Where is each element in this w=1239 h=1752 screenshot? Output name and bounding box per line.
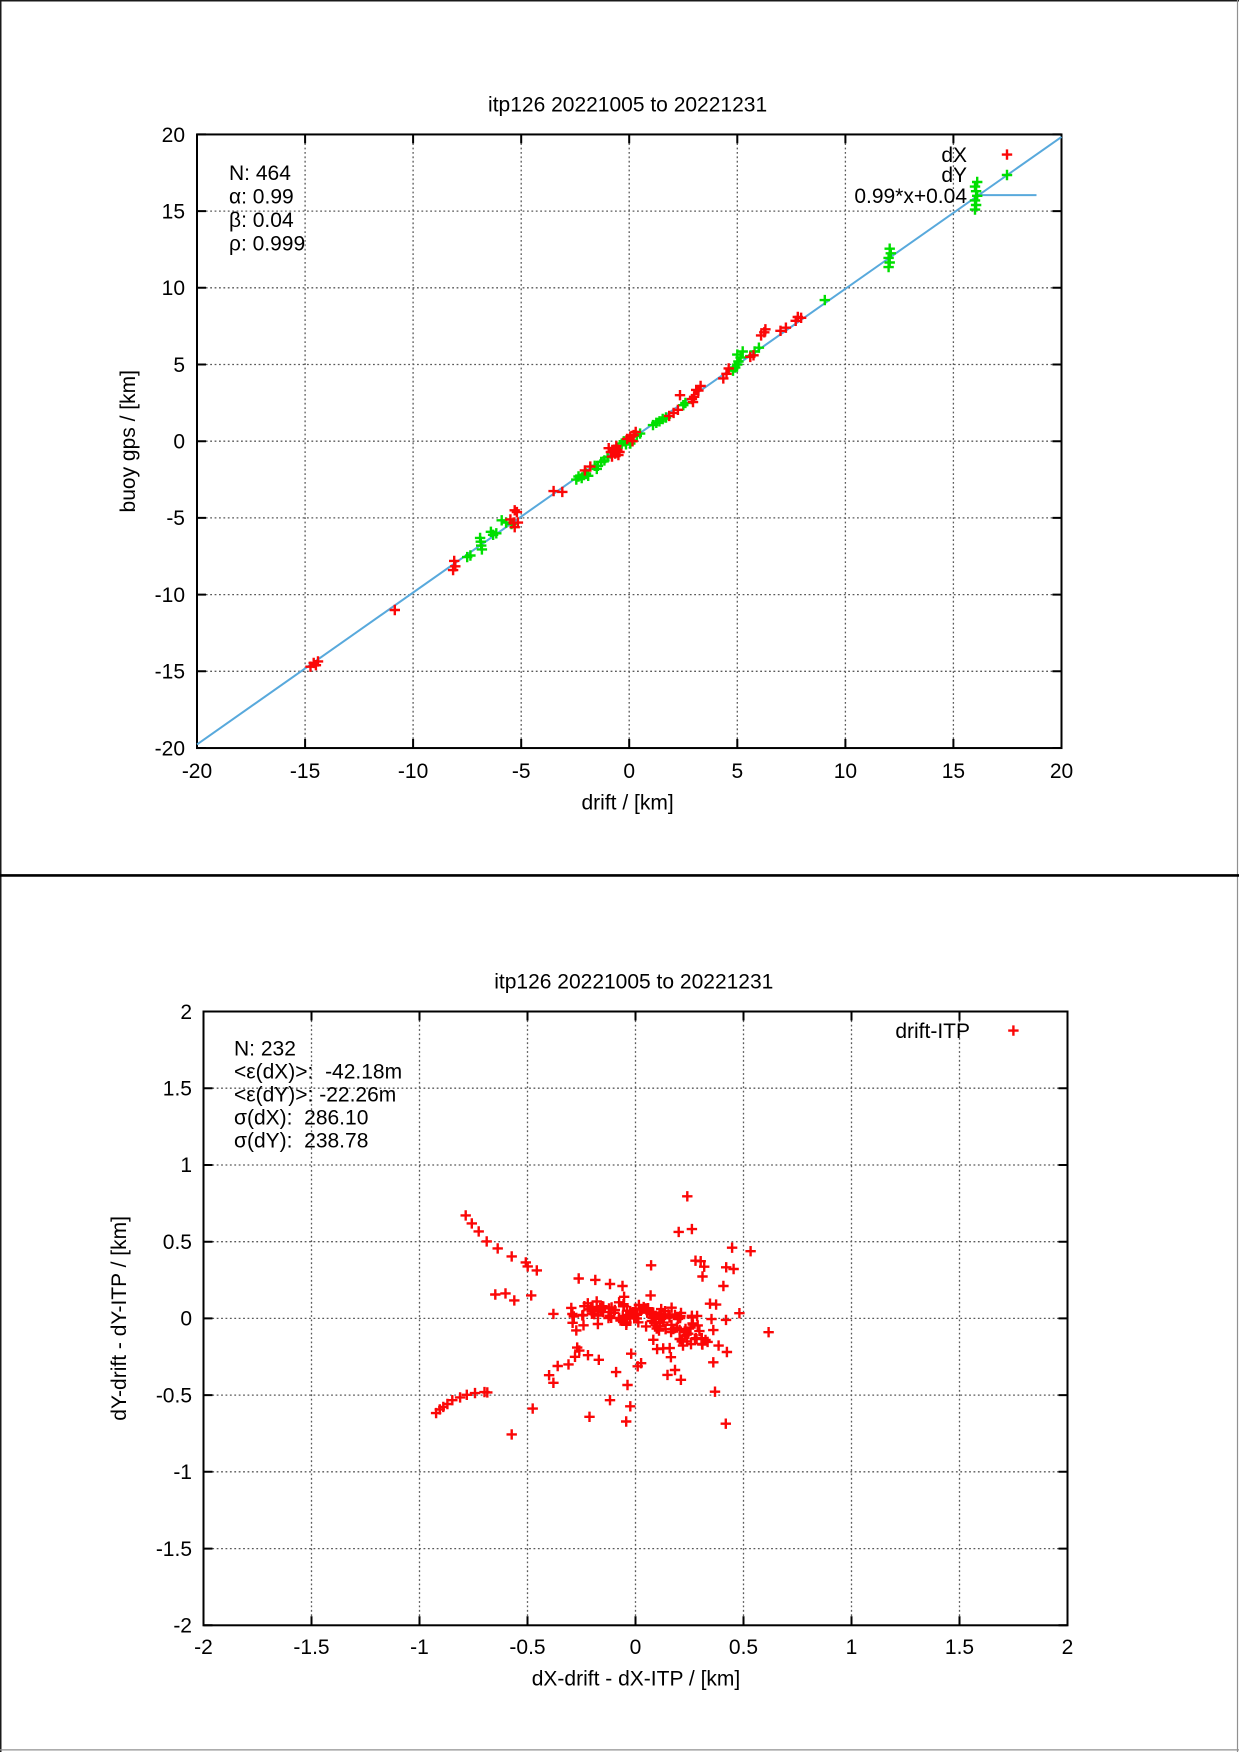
svg-text:20: 20 — [162, 124, 185, 147]
svg-text:2: 2 — [1062, 1636, 1074, 1659]
svg-text:-1: -1 — [173, 1461, 192, 1484]
svg-text:1: 1 — [846, 1636, 858, 1659]
svg-text:1.5: 1.5 — [945, 1636, 974, 1659]
svg-text:-5: -5 — [166, 507, 185, 530]
svg-text:-5: -5 — [512, 760, 531, 783]
svg-text:itp126 20221005 to 20221231: itp126 20221005 to 20221231 — [494, 971, 773, 994]
svg-text:0: 0 — [630, 1636, 642, 1659]
svg-text:dX-drift - dX-ITP / [km]: dX-drift - dX-ITP / [km] — [532, 1668, 740, 1691]
svg-text:-15: -15 — [155, 661, 185, 684]
svg-text:0.5: 0.5 — [729, 1636, 758, 1659]
svg-text:1.5: 1.5 — [163, 1078, 192, 1101]
svg-text:-10: -10 — [155, 584, 185, 607]
svg-text:20: 20 — [1050, 760, 1073, 783]
svg-text:5: 5 — [731, 760, 743, 783]
svg-text:10: 10 — [834, 760, 857, 783]
svg-text:drift / [km]: drift / [km] — [582, 791, 674, 814]
svg-text:α: 0.99: α: 0.99 — [229, 185, 294, 208]
svg-text:dX: dX — [941, 144, 967, 167]
svg-text:15: 15 — [162, 201, 185, 224]
svg-text:drift-ITP: drift-ITP — [895, 1020, 970, 1043]
svg-text:0: 0 — [173, 431, 185, 454]
svg-text:ρ: 0.999: ρ: 0.999 — [229, 232, 305, 255]
svg-text:-0.5: -0.5 — [509, 1636, 545, 1659]
svg-text:2: 2 — [180, 1001, 192, 1024]
svg-text:10: 10 — [162, 277, 185, 300]
svg-text:-15: -15 — [290, 760, 320, 783]
svg-text:itp126 20221005 to 20221231: itp126 20221005 to 20221231 — [488, 94, 767, 117]
svg-text:15: 15 — [942, 760, 965, 783]
svg-text:-2: -2 — [194, 1636, 213, 1659]
svg-text:<ε(dX)>: -42.18m: <ε(dX)>: -42.18m — [234, 1061, 402, 1084]
svg-text:5: 5 — [173, 354, 185, 377]
svg-text:0: 0 — [180, 1308, 192, 1331]
svg-text:-1.5: -1.5 — [293, 1636, 329, 1659]
svg-text:β: 0.04: β: 0.04 — [229, 209, 294, 232]
svg-text:<ε(dY)>: -22.26m: <ε(dY)>: -22.26m — [234, 1084, 396, 1107]
svg-text:N: 464: N: 464 — [229, 162, 291, 185]
svg-text:-10: -10 — [398, 760, 428, 783]
svg-text:0.99*x+0.04: 0.99*x+0.04 — [854, 185, 967, 208]
svg-text:σ(dY): 238.78: σ(dY): 238.78 — [234, 1130, 368, 1153]
svg-text:-1: -1 — [410, 1636, 429, 1659]
svg-text:-0.5: -0.5 — [156, 1384, 192, 1407]
svg-text:N: 232: N: 232 — [234, 1038, 296, 1061]
svg-text:buoy gps / [km]: buoy gps / [km] — [117, 370, 140, 512]
svg-text:0.5: 0.5 — [163, 1231, 192, 1254]
svg-text:-20: -20 — [182, 760, 212, 783]
svg-text:-2: -2 — [173, 1615, 192, 1638]
svg-text:dY-drift - dY-ITP / [km]: dY-drift - dY-ITP / [km] — [108, 1216, 131, 1421]
svg-text:-20: -20 — [155, 737, 185, 760]
svg-text:-1.5: -1.5 — [156, 1538, 192, 1561]
svg-text:1: 1 — [180, 1154, 192, 1177]
svg-text:0: 0 — [623, 760, 635, 783]
svg-text:dY: dY — [941, 164, 967, 187]
svg-text:σ(dX): 286.10: σ(dX): 286.10 — [234, 1107, 368, 1130]
